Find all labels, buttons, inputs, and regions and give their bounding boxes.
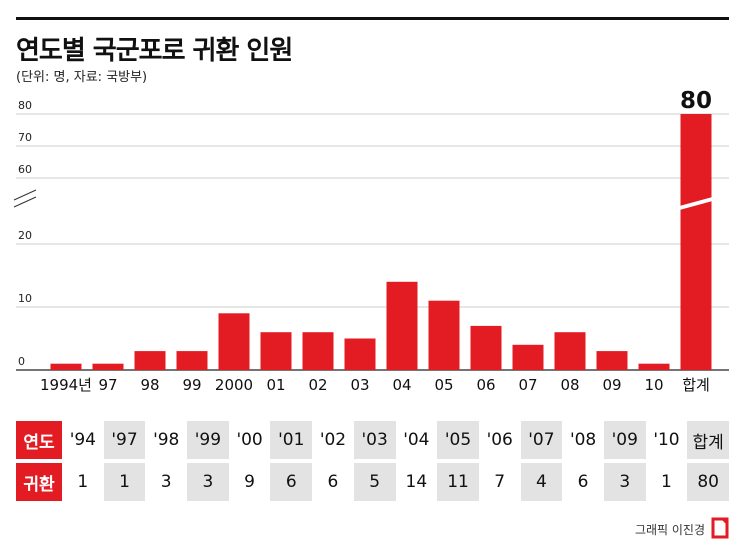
table-year-cell: '94	[69, 430, 96, 450]
axis-break-mark	[13, 189, 37, 201]
x-tick-label: 99	[182, 376, 201, 394]
bar	[512, 344, 544, 370]
data-table: 연도 '94 '97 '98 '99 '00 '01 '02 '03 '04 '05 '06 '07 '…	[16, 421, 729, 501]
bar	[218, 313, 250, 370]
table-year-cell: '00	[236, 430, 263, 450]
table-row-years: 연도 '94 '97 '98 '99 '00 '01 '02 '03 '04 '05 '06 '07 '…	[16, 421, 729, 459]
x-tick-label: 2000	[215, 376, 253, 394]
table-year-cell: '09	[603, 421, 646, 459]
x-tick-label: 06	[476, 376, 495, 394]
bar	[638, 363, 670, 370]
bar	[50, 363, 82, 370]
bar	[554, 332, 586, 370]
chart-subtitle: (단위: 명, 자료: 국방부)	[16, 70, 148, 85]
table-count-cell: 6	[270, 463, 313, 501]
table-year-cell: 합계	[687, 421, 729, 459]
bar	[176, 351, 208, 370]
bar	[134, 351, 166, 370]
table-year-cell: '99	[187, 421, 229, 459]
table-year-cell: '03	[353, 421, 396, 459]
table-count-cell: 9	[244, 472, 255, 492]
bar	[302, 332, 334, 370]
bar	[386, 281, 418, 370]
x-tick-label: 합계	[682, 376, 710, 394]
x-tick-label: 09	[602, 376, 621, 394]
asiae-logo-icon	[711, 517, 729, 539]
table-count-cell: 1	[661, 472, 672, 492]
table-count-cell: 14	[405, 472, 428, 492]
table-year-cell: '02	[319, 430, 347, 450]
y-tick-label: 10	[18, 292, 32, 305]
bar	[92, 363, 124, 370]
table-count-cell: 3	[160, 472, 172, 492]
x-tick-label: 03	[350, 376, 369, 394]
y-tick-label: 20	[18, 229, 32, 242]
y-tick-label: 70	[18, 131, 32, 144]
table-count-cell: 80	[687, 463, 729, 501]
y-tick-label: 0	[18, 355, 25, 368]
x-tick-label: 98	[140, 376, 159, 394]
table-count-cell: 1	[77, 472, 89, 492]
x-tick-label: 05	[434, 376, 453, 394]
table-count-cell: 4	[520, 463, 563, 501]
table-count-cell: 6	[577, 472, 589, 492]
bar-chart: 80 70 60 20 10 0 1994년 97 98 99 2000 01 02 03 04 05 06 07…	[13, 88, 729, 394]
x-tick-label: 01	[266, 376, 285, 394]
bar	[680, 114, 712, 370]
y-tick-label: 80	[18, 99, 32, 112]
bar-break-gap	[679, 197, 713, 210]
bar	[260, 332, 292, 370]
table-year-cell: '97	[103, 421, 146, 459]
y-tick-label: 60	[18, 163, 32, 176]
table-year-cell: '05	[437, 421, 479, 459]
top-rule	[16, 17, 729, 20]
bar	[470, 325, 502, 370]
table-count-cell: 1	[103, 463, 146, 501]
axis-break-mark	[13, 196, 37, 208]
graphic-credit: 그래픽 이진경	[634, 523, 705, 537]
table-count-cell: 3	[603, 463, 646, 501]
x-tick-label: 02	[308, 376, 327, 394]
x-tick-label: 08	[560, 376, 579, 394]
x-tick-label: 97	[98, 376, 117, 394]
row-label-return: 귀환	[16, 463, 62, 501]
x-tick-label: 1994년	[40, 376, 92, 394]
table-year-cell: '04	[403, 430, 430, 450]
bar	[428, 300, 460, 370]
x-tick-label: 07	[518, 376, 537, 394]
table-year-cell: '06	[486, 430, 513, 450]
table-count-cell: 7	[494, 472, 506, 492]
x-tick-label: 10	[644, 376, 663, 394]
chart-title: 연도별 국군포로 귀환 인원	[16, 36, 293, 66]
total-value-label: 80	[680, 88, 712, 114]
row-label-year: 연도	[16, 421, 62, 459]
table-year-cell: '10	[653, 430, 680, 450]
table-row-counts: 귀환 1 1 3 3 9 6 6 5 14 11 7 4 6 3 1 80	[16, 463, 729, 501]
x-tick-label: 04	[392, 376, 411, 394]
table-year-cell: '98	[153, 430, 180, 450]
bar	[344, 338, 376, 370]
table-year-cell: '07	[520, 421, 563, 459]
table-year-cell: '01	[270, 421, 313, 459]
table-count-cell: 11	[437, 463, 479, 501]
bar	[596, 351, 628, 370]
table-year-cell: '08	[569, 430, 597, 450]
table-count-cell: 6	[327, 472, 339, 492]
table-count-cell: 3	[187, 463, 229, 501]
table-count-cell: 5	[353, 463, 396, 501]
